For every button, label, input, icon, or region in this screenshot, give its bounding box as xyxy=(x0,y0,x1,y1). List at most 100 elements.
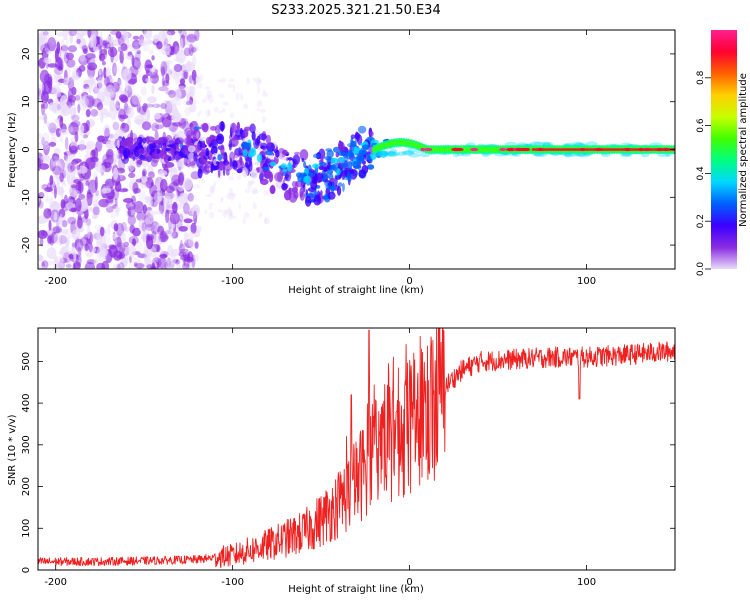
spectrogram-cell xyxy=(69,31,73,44)
spectrogram-cell xyxy=(238,155,243,164)
spectrogram-cell xyxy=(93,258,99,266)
spectrogram-cell xyxy=(170,148,175,154)
spectrogram-cell xyxy=(330,157,339,164)
spectrogram-y-tick-label: -20 xyxy=(21,237,32,253)
spectrogram-cell xyxy=(69,145,78,155)
spectrogram-cell xyxy=(57,57,63,70)
spectrogram-cell xyxy=(127,137,132,149)
spectrogram-cell xyxy=(386,151,401,157)
spectrogram-cell xyxy=(499,147,507,152)
spectrogram-cell xyxy=(113,223,119,232)
snr-y-tick-label: 500 xyxy=(21,352,32,371)
spectrogram-cell xyxy=(153,112,161,120)
spectrogram-cell xyxy=(138,106,148,115)
spectrogram-cell xyxy=(170,251,177,265)
spectrogram-cell xyxy=(232,84,236,93)
spectrogram-cell xyxy=(153,210,163,215)
spectrogram-cell xyxy=(232,192,237,197)
spectrogram-cell xyxy=(96,246,107,262)
spectrogram-cell xyxy=(170,98,176,109)
spectrogram-cell xyxy=(202,98,207,104)
spectrogram-cell xyxy=(188,152,195,162)
spectrogram-cell xyxy=(131,94,142,105)
spectrogram-cell xyxy=(264,174,273,179)
spectrogram-cell xyxy=(121,122,126,129)
spectrogram-cell xyxy=(162,32,166,43)
spectrogram-cell xyxy=(67,216,77,225)
spectrogram-cell xyxy=(76,164,81,171)
spectrogram-cell xyxy=(213,181,217,187)
spectrogram-cell xyxy=(51,201,60,215)
spectrogram-cell xyxy=(128,261,135,269)
spectrogram-cell xyxy=(78,64,86,72)
spectrogram-cell xyxy=(256,107,261,112)
spectrogram-cell xyxy=(60,246,69,254)
spectrogram-cell xyxy=(186,33,197,43)
spectrogram-cell xyxy=(132,35,140,40)
spectrogram-cell xyxy=(38,229,48,239)
spectrogram-cell xyxy=(184,137,193,145)
spectrogram-cell xyxy=(228,187,234,197)
spectrogram-cell xyxy=(121,68,132,82)
spectrogram-cell xyxy=(156,239,163,245)
spectrogram-cell xyxy=(337,141,345,152)
spectrogram-cell xyxy=(228,78,235,83)
spectrogram-cell xyxy=(349,152,355,159)
spectrogram-cell xyxy=(40,103,44,109)
spectrogram-cell xyxy=(66,237,70,247)
spectrogram-cell xyxy=(119,252,125,259)
spectrogram-cell xyxy=(136,49,141,55)
spectrogram-cell xyxy=(100,108,109,116)
spectrogram-cell xyxy=(229,112,235,119)
spectrogram-cell xyxy=(385,152,399,158)
spectrogram-cell xyxy=(107,43,114,48)
spectrogram-cell xyxy=(205,109,211,118)
snr-x-tick-label: -100 xyxy=(221,577,244,588)
spectrogram-cell xyxy=(193,210,198,225)
spectrogram-cell xyxy=(154,130,159,142)
spectrogram-cell xyxy=(119,50,124,64)
spectrogram-cell xyxy=(264,129,271,135)
spectrogram-cell xyxy=(178,209,189,222)
spectrogram-cell xyxy=(97,247,108,257)
spectrogram-cell xyxy=(92,206,100,216)
spectrogram-cell xyxy=(251,131,256,141)
spectrogram-cell xyxy=(59,213,63,228)
spectrogram-cell xyxy=(133,137,140,144)
spectrogram-cell xyxy=(126,106,135,119)
spectrogram-cell xyxy=(61,43,68,54)
spectrogram-cell xyxy=(54,65,64,75)
spectrogram-cell xyxy=(59,172,64,183)
spectrogram-cell xyxy=(265,134,271,145)
spectrogram-cell xyxy=(326,149,334,159)
spectrogram-cell xyxy=(114,236,122,248)
spectrogram-cell xyxy=(361,144,370,150)
spectrogram-cell xyxy=(104,178,115,190)
spectrogram-cell xyxy=(93,147,98,160)
spectrogram-cell xyxy=(194,241,199,249)
spectrogram-cell xyxy=(115,128,124,138)
spectrogram-cell xyxy=(118,146,124,158)
spectrogram-cell xyxy=(326,168,334,175)
spectrogram-cell xyxy=(291,181,297,188)
spectrogram-cell xyxy=(43,80,53,95)
spectrogram-cell xyxy=(64,209,70,214)
spectrogram-cell xyxy=(287,157,293,161)
spectrogram-cell xyxy=(178,83,186,89)
spectrogram-cell xyxy=(101,60,106,66)
spectrogram-y-tick-label: 0 xyxy=(21,146,32,152)
spectrogram-cell xyxy=(52,225,63,234)
spectrogram-cell xyxy=(220,198,223,203)
spectrogram-cell xyxy=(189,103,197,113)
spectrogram-cell xyxy=(60,251,65,265)
spectrogram-cell xyxy=(214,124,221,135)
spectrogram-cell xyxy=(85,144,91,155)
spectrogram-cell xyxy=(89,77,95,85)
spectrogram-cell xyxy=(204,86,211,90)
spectrogram-cell xyxy=(68,126,74,133)
spectrogram-cell xyxy=(111,233,122,240)
spectrogram-cell xyxy=(147,96,157,104)
spectrogram-cell xyxy=(98,69,102,76)
